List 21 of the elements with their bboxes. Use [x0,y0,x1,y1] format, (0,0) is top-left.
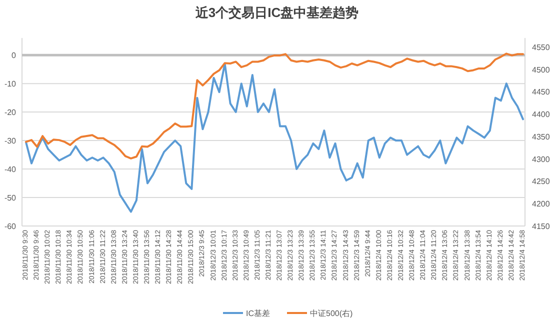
y-tick-label: -10 [4,80,17,89]
legend-label: IC基差 [246,309,270,318]
y-tick-label: -20 [4,108,17,118]
y-tick-label: -30 [4,136,17,146]
y2-tick-label: 4250 [532,177,550,186]
y-tick-label: -50 [4,194,17,203]
y2-tick-label: 4150 [532,222,550,231]
y2-tick-label: 4350 [532,132,550,142]
y-tick-label: 0 [12,51,17,60]
y2-tick-label: 4200 [532,200,550,209]
y2-tick-label: 4400 [532,110,550,120]
y-tick-label: -40 [4,165,17,174]
y2-tick-label: 4550 [532,42,550,52]
y2-tick-label: 4300 [532,154,550,164]
y-tick-label: -60 [4,222,17,231]
line-series [25,62,524,213]
y2-tick-label: 4500 [532,65,550,74]
line-series [25,52,524,160]
legend-label: 中证500(右) [310,309,354,318]
y2-tick-label: 4450 [532,88,550,97]
chart-title: 近3个交易日IC盘中基差趋势 [194,5,359,20]
